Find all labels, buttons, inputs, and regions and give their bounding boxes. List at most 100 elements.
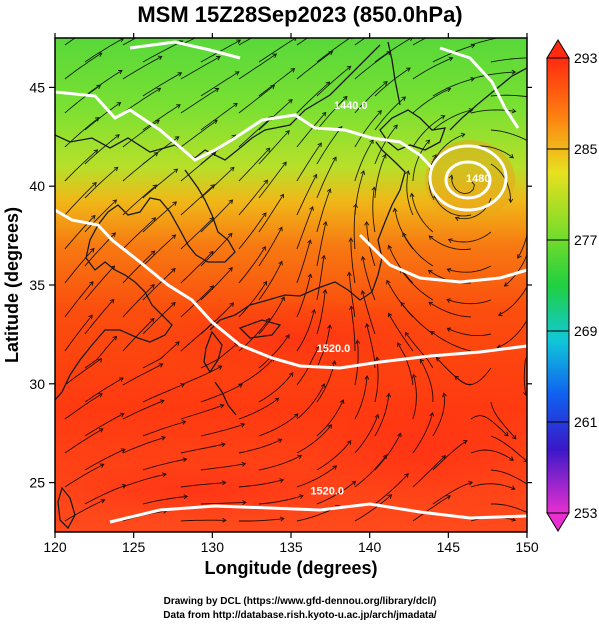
streamline [412,38,427,46]
streamline-arrowhead [435,357,441,362]
streamline [497,319,527,349]
streamline-arrowhead [97,52,103,57]
cyclone-core [425,140,515,220]
streamline [490,503,527,513]
streamline-arrowhead [158,363,164,368]
streamline-arrowhead [176,104,181,109]
streamline-arrowhead [171,267,176,273]
streamline-arrowhead [98,393,103,398]
streamline [296,309,315,352]
streamline-arrowhead [242,500,247,505]
streamline [64,358,102,386]
contour-labels: 1520.0 1520.0 1440.0 1480 [310,100,490,497]
streamline-arrowhead [215,56,221,61]
streamline-arrowhead [280,296,286,301]
streamline-arrowhead [279,193,284,199]
streamline [258,227,283,267]
streamline-arrowhead [288,372,294,377]
streamline [406,170,414,216]
streamline [64,182,97,216]
streamline-arrowhead [387,494,393,499]
streamline-arrowhead [274,397,280,403]
streamline-arrowhead [213,119,218,125]
streamline-arrowhead [346,271,352,277]
contour-1440 [55,90,434,170]
streamline-arrowhead [446,87,452,93]
streamline-arrowhead [118,70,123,75]
streamline [354,51,391,80]
streamline [238,53,277,80]
streamline [238,518,284,522]
streamline-arrowhead [411,373,417,379]
streamline-arrowhead [528,484,532,488]
streamline-arrowhead [360,255,366,261]
streamline-arrowhead [277,438,283,444]
credit-data: Data from http://database.rish.kyoto-u.a… [163,610,437,621]
streamline-arrowhead [327,324,333,329]
streamline [374,473,409,505]
contour-1520-south [109,502,527,524]
streamline [180,184,215,216]
streamline-arrowhead [503,431,509,437]
streamline-arrowhead [309,205,314,211]
streamline-arrowhead [161,435,166,441]
x-axis-label: Longitude (degrees) [204,558,377,578]
streamline [84,336,117,369]
streamline-arrowhead [162,472,167,478]
streamline-arrowhead [404,473,409,478]
streamline-arrowhead [383,81,388,86]
streamline [142,104,181,131]
y-axis: 25 30 35 40 45 [29,79,532,491]
streamline [419,359,434,402]
streamline [316,96,348,131]
streamline [84,377,124,403]
coast-manchuria [55,44,381,161]
streamline [180,404,224,420]
streamline [258,38,297,63]
streamline-arrowhead [175,341,180,346]
streamline [142,421,186,437]
streamline-arrowhead [575,499,579,503]
streamline-arrowhead [532,56,536,60]
streamline-arrowhead [290,67,296,73]
streamline-arrowhead [441,455,446,460]
streamline-arrowhead [236,39,242,44]
colorbar-label: 261 [574,414,598,430]
streamline [316,480,356,505]
streamline [405,332,434,369]
streamline [433,195,471,217]
streamline-arrowhead [470,43,476,49]
streamline [374,38,413,63]
streamline [180,443,226,454]
streamline [470,38,499,46]
streamline-arrowhead [307,273,313,279]
streamline-arrowhead [150,250,156,256]
streamline-arrowhead [446,268,452,273]
streamline [316,126,343,165]
streamline-arrowhead [228,199,234,205]
streamline-arrowhead [229,166,235,172]
streamline-arrowhead [511,434,517,440]
streamline [400,302,434,335]
streamline [238,246,266,284]
streamline-arrowhead [351,480,357,486]
streamline [374,67,411,97]
contour-ne-fragment [439,46,520,129]
streamline-arrowhead [90,214,96,220]
warm-patch [55,460,350,520]
contour-mid-east [358,233,527,284]
streamline-arrowhead [119,412,125,418]
streamline [200,383,243,403]
streamline-arrowhead [241,461,247,467]
streamline [447,265,492,273]
streamline [180,119,218,148]
contour-north-fragment [129,40,241,60]
colorbar-ticks: 293 285 277 269 261 253 [547,50,598,521]
streamline-arrowhead [447,238,453,243]
streamline-arrowhead [227,232,233,238]
streamline [428,301,471,318]
streamline-arrowhead [157,55,163,61]
streamline-arrowhead [94,117,100,122]
streamline [64,281,94,318]
streamline [429,235,471,250]
